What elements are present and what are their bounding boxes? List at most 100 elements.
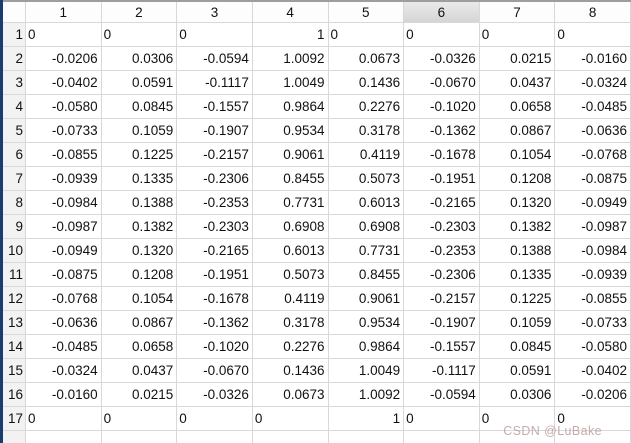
cell-r15c7[interactable]: 0.0591	[479, 359, 556, 383]
column-header-8[interactable]: 8	[555, 2, 631, 23]
cell-r6c1[interactable]: -0.0855	[26, 143, 102, 167]
cell-r13c5[interactable]: 0.9534	[328, 311, 405, 335]
cell-r14c8[interactable]: -0.0580	[555, 335, 631, 359]
cell-r9c5[interactable]: 0.6908	[328, 215, 405, 239]
cell-r16c5[interactable]: 1.0092	[328, 383, 405, 407]
cell-r14c7[interactable]: 0.0845	[479, 335, 556, 359]
cell-r2c4[interactable]: 1.0092	[252, 47, 329, 71]
cell-r4c7[interactable]: 0.0658	[479, 95, 556, 119]
cell-r9c7[interactable]: 0.1382	[479, 215, 556, 239]
row-header-9[interactable]: 9	[3, 215, 26, 239]
cell-r1c3[interactable]: 0	[177, 23, 253, 47]
column-header-5[interactable]: 5	[328, 2, 405, 23]
cell-r4c6[interactable]: -0.1020	[404, 95, 480, 119]
cell-r7c5[interactable]: 0.5073	[328, 167, 405, 191]
column-header-2[interactable]: 2	[101, 2, 178, 23]
cell-r12c3[interactable]: -0.1678	[177, 287, 253, 311]
cell-r8c2[interactable]: 0.1388	[101, 191, 178, 215]
cell-r16c7[interactable]: 0.0306	[479, 383, 556, 407]
cell-r14c6[interactable]: -0.1557	[404, 335, 480, 359]
cell-r9c1[interactable]: -0.0987	[26, 215, 102, 239]
row-header-14[interactable]: 14	[3, 335, 26, 359]
row-header-1[interactable]: 1	[3, 23, 26, 47]
cell-r2c1[interactable]: -0.0206	[26, 47, 102, 71]
cell-r11c3[interactable]: -0.1951	[177, 263, 253, 287]
cell-r13c2[interactable]: 0.0867	[101, 311, 178, 335]
row-header-8[interactable]: 8	[3, 191, 26, 215]
cell-r14c5[interactable]: 0.9864	[328, 335, 405, 359]
cell-r8c5[interactable]: 0.6013	[328, 191, 405, 215]
cell-r13c3[interactable]: -0.1362	[177, 311, 253, 335]
cell-r4c3[interactable]: -0.1557	[177, 95, 253, 119]
cell-r6c5[interactable]: 0.4119	[328, 143, 405, 167]
cell-r13c1[interactable]: -0.0636	[26, 311, 102, 335]
cell-r17c8[interactable]: 0	[555, 407, 631, 431]
cell-r1c5[interactable]: 0	[328, 23, 405, 47]
cell-partial-c2[interactable]	[102, 431, 178, 443]
cell-partial-c6[interactable]	[404, 431, 480, 443]
cell-r3c7[interactable]: 0.0437	[479, 71, 556, 95]
row-header-17[interactable]: 17	[3, 407, 26, 431]
cell-r3c3[interactable]: -0.1117	[177, 71, 253, 95]
cell-r7c4[interactable]: 0.8455	[252, 167, 329, 191]
cell-r17c6[interactable]: 0	[404, 407, 480, 431]
cell-r3c6[interactable]: -0.0670	[404, 71, 480, 95]
cell-r17c5[interactable]: 1	[328, 407, 405, 431]
row-header-13[interactable]: 13	[3, 311, 26, 335]
cell-r2c7[interactable]: 0.0215	[479, 47, 556, 71]
cell-r17c1[interactable]: 0	[26, 407, 102, 431]
cell-r7c8[interactable]: -0.0875	[555, 167, 631, 191]
cell-r6c3[interactable]: -0.2157	[177, 143, 253, 167]
cell-r13c6[interactable]: -0.1907	[404, 311, 480, 335]
cell-r11c6[interactable]: -0.2306	[404, 263, 480, 287]
cell-r5c7[interactable]: 0.0867	[479, 119, 556, 143]
cell-r17c4[interactable]: 0	[252, 407, 329, 431]
cell-r7c2[interactable]: 0.1335	[101, 167, 178, 191]
cell-r16c3[interactable]: -0.0326	[177, 383, 253, 407]
cell-r3c4[interactable]: 1.0049	[252, 71, 329, 95]
cell-r15c4[interactable]: 0.1436	[252, 359, 329, 383]
cell-r1c6[interactable]: 0	[404, 23, 480, 47]
cell-r14c3[interactable]: -0.1020	[177, 335, 253, 359]
cell-r12c1[interactable]: -0.0768	[26, 287, 102, 311]
row-header-7[interactable]: 7	[3, 167, 26, 191]
cell-r12c4[interactable]: 0.4119	[252, 287, 329, 311]
cell-r14c1[interactable]: -0.0485	[26, 335, 102, 359]
cell-r5c8[interactable]: -0.0636	[555, 119, 631, 143]
cell-partial-c1[interactable]	[26, 431, 102, 443]
cell-r16c8[interactable]: -0.0206	[555, 383, 631, 407]
row-header-12[interactable]: 12	[3, 287, 26, 311]
cell-r10c2[interactable]: 0.1320	[101, 239, 178, 263]
cell-partial-c3[interactable]	[177, 431, 253, 443]
cell-r11c2[interactable]: 0.1208	[101, 263, 178, 287]
cell-r6c7[interactable]: 0.1054	[479, 143, 556, 167]
cell-r10c4[interactable]: 0.6013	[252, 239, 329, 263]
cell-r14c4[interactable]: 0.2276	[252, 335, 329, 359]
cell-r9c3[interactable]: -0.2303	[177, 215, 253, 239]
cell-r7c1[interactable]: -0.0939	[26, 167, 102, 191]
cell-r6c2[interactable]: 0.1225	[101, 143, 178, 167]
cell-r9c6[interactable]: -0.2303	[404, 215, 480, 239]
cell-r16c6[interactable]: -0.0594	[404, 383, 480, 407]
cell-partial-c5[interactable]	[329, 431, 405, 443]
cell-r11c8[interactable]: -0.0939	[555, 263, 631, 287]
cell-r12c7[interactable]: 0.1225	[479, 287, 556, 311]
cell-r3c5[interactable]: 0.1436	[328, 71, 405, 95]
column-header-3[interactable]: 3	[177, 2, 253, 23]
row-header-2[interactable]: 2	[3, 47, 26, 71]
cell-r10c3[interactable]: -0.2165	[177, 239, 253, 263]
cell-r11c1[interactable]: -0.0875	[26, 263, 102, 287]
cell-r2c3[interactable]: -0.0594	[177, 47, 253, 71]
cell-r15c2[interactable]: 0.0437	[101, 359, 178, 383]
cell-r15c3[interactable]: -0.0670	[177, 359, 253, 383]
cell-r9c4[interactable]: 0.6908	[252, 215, 329, 239]
cell-r5c2[interactable]: 0.1059	[101, 119, 178, 143]
cell-r5c5[interactable]: 0.3178	[328, 119, 405, 143]
cell-r5c6[interactable]: -0.1362	[404, 119, 480, 143]
cell-r8c4[interactable]: 0.7731	[252, 191, 329, 215]
cell-r3c8[interactable]: -0.0324	[555, 71, 631, 95]
cell-r5c3[interactable]: -0.1907	[177, 119, 253, 143]
cell-r13c4[interactable]: 0.3178	[252, 311, 329, 335]
cell-partial-c8[interactable]	[555, 431, 631, 443]
cell-r12c5[interactable]: 0.9061	[328, 287, 405, 311]
